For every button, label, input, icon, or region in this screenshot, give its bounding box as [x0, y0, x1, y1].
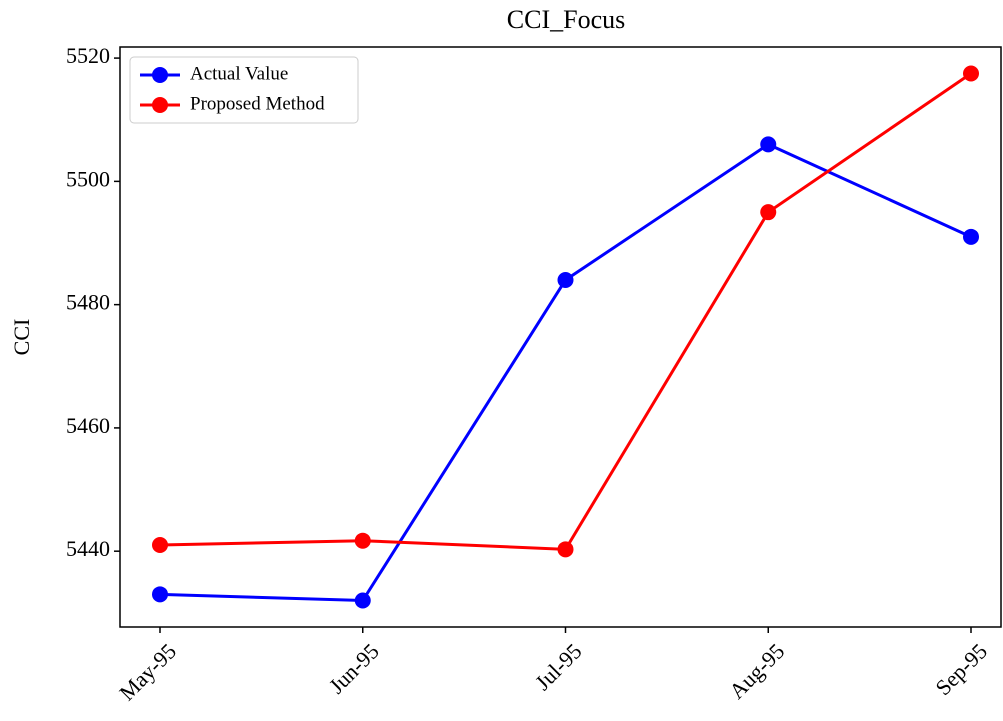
- x-tick-label: Sep-95: [930, 638, 992, 700]
- data-point: [152, 586, 168, 603]
- data-point: [152, 537, 168, 554]
- legend-label: Actual Value: [190, 63, 288, 84]
- y-tick-label: 5500: [66, 166, 110, 191]
- y-tick-label: 5460: [66, 413, 110, 438]
- y-tick-label: 5440: [66, 536, 110, 561]
- x-tick-label: Aug-95: [724, 638, 789, 703]
- data-point: [760, 204, 777, 221]
- data-point: [354, 532, 371, 549]
- data-point: [557, 271, 574, 288]
- legend-label: Proposed Method: [190, 93, 325, 114]
- series-line: [159, 72, 972, 551]
- y-tick-label: 5520: [66, 43, 110, 68]
- data-point: [963, 65, 979, 82]
- x-tick-label: May-95: [114, 638, 181, 705]
- data-point: [557, 541, 574, 558]
- legend-box: [129, 56, 359, 124]
- chart-title: CCI_Focus: [507, 5, 625, 34]
- data-point: [354, 592, 371, 609]
- data-point: [963, 228, 979, 245]
- data-point: [760, 136, 777, 153]
- x-tick-label: Jul-95: [530, 638, 587, 695]
- legend-marker: [152, 67, 168, 83]
- x-tick-label: Jun-95: [324, 638, 384, 698]
- legend-marker: [152, 97, 168, 113]
- y-axis-label: CCI: [9, 319, 34, 356]
- legend: Actual Value Proposed Method: [129, 56, 359, 124]
- plot-frame: [119, 46, 1002, 628]
- y-tick-label: 5480: [66, 290, 110, 315]
- series-line: [159, 142, 972, 603]
